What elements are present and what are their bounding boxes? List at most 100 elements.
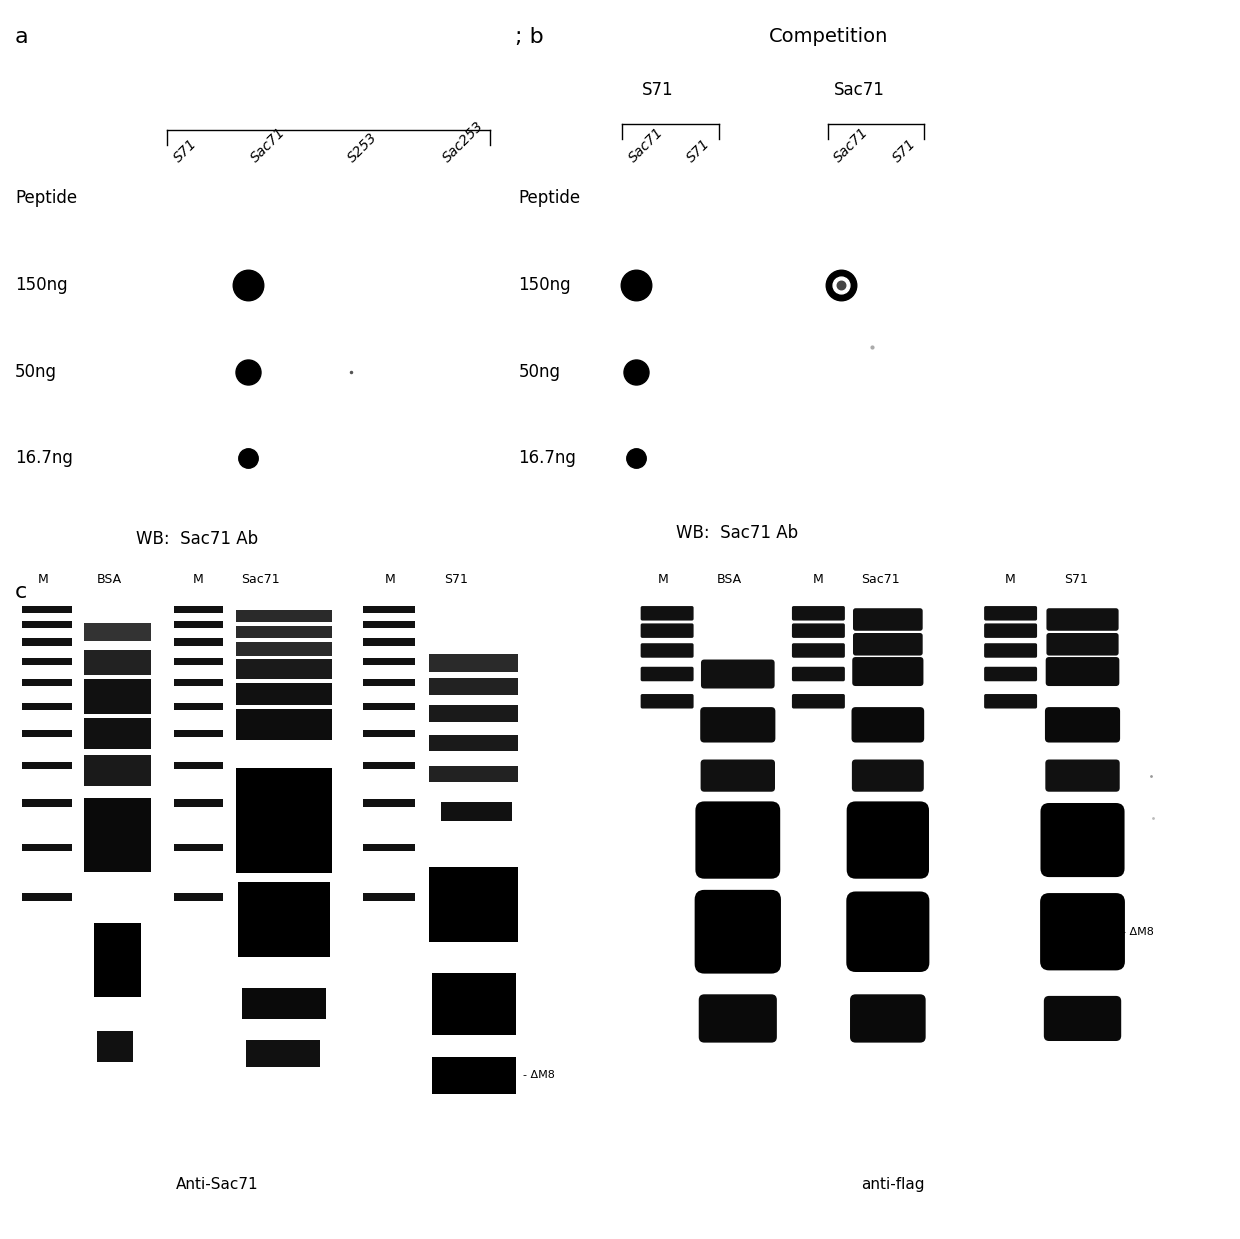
Text: S71: S71	[1064, 574, 1089, 586]
Bar	[363, 893, 415, 901]
Text: Sac71: Sac71	[241, 574, 280, 586]
Bar	[174, 638, 223, 646]
Bar	[432, 1057, 516, 1094]
Bar	[84, 650, 151, 675]
Bar	[22, 730, 72, 737]
Text: 16.7ng: 16.7ng	[518, 450, 577, 467]
Text: BSA: BSA	[97, 574, 122, 586]
Bar	[84, 679, 151, 714]
Text: Sac253: Sac253	[440, 119, 486, 165]
Text: 50ng: 50ng	[15, 363, 57, 380]
Bar	[246, 1040, 320, 1067]
Text: WB:  Sac71 Ab: WB: Sac71 Ab	[136, 530, 258, 548]
Bar	[429, 654, 518, 672]
Bar	[174, 621, 223, 628]
Text: Sac71: Sac71	[861, 574, 900, 586]
Bar	[429, 678, 518, 695]
Bar	[174, 844, 223, 851]
Bar	[238, 882, 330, 957]
FancyBboxPatch shape	[792, 623, 844, 638]
FancyBboxPatch shape	[792, 694, 844, 709]
Text: - ΔM8: - ΔM8	[523, 1070, 556, 1080]
FancyBboxPatch shape	[853, 633, 923, 655]
Text: 150ng: 150ng	[518, 276, 570, 294]
Bar	[22, 799, 72, 807]
FancyBboxPatch shape	[852, 707, 924, 742]
Bar	[174, 730, 223, 737]
FancyBboxPatch shape	[694, 890, 781, 974]
Text: Sac71: Sac71	[248, 125, 288, 165]
Bar	[429, 705, 518, 722]
Bar	[363, 606, 415, 613]
Text: Sac71: Sac71	[833, 81, 885, 99]
FancyBboxPatch shape	[985, 623, 1037, 638]
Bar	[242, 989, 326, 1018]
Text: M: M	[386, 574, 396, 586]
Bar	[22, 621, 72, 628]
Bar	[236, 683, 332, 705]
Bar	[22, 658, 72, 665]
FancyBboxPatch shape	[641, 643, 693, 658]
Bar	[363, 658, 415, 665]
FancyBboxPatch shape	[985, 643, 1037, 658]
FancyBboxPatch shape	[701, 707, 775, 742]
FancyBboxPatch shape	[641, 694, 693, 709]
Bar	[432, 973, 516, 1035]
Text: M: M	[38, 574, 48, 586]
Bar	[22, 606, 72, 613]
Text: S71: S71	[641, 81, 673, 99]
Bar	[84, 623, 151, 641]
Text: Peptide: Peptide	[15, 190, 77, 207]
Text: Sac71: Sac71	[831, 125, 870, 165]
FancyBboxPatch shape	[851, 994, 925, 1043]
Bar	[429, 735, 518, 751]
Bar	[174, 606, 223, 613]
FancyBboxPatch shape	[792, 667, 844, 681]
Bar	[84, 756, 151, 787]
FancyBboxPatch shape	[1040, 893, 1125, 970]
Text: Anti-Sac71: Anti-Sac71	[176, 1177, 258, 1192]
Text: M: M	[1006, 574, 1016, 586]
Text: WB:  Sac71 Ab: WB: Sac71 Ab	[676, 524, 797, 541]
Text: - ΔM8: - ΔM8	[1122, 927, 1154, 937]
Text: S71: S71	[171, 136, 200, 165]
Text: 50ng: 50ng	[518, 363, 560, 380]
Text: Sac71: Sac71	[626, 125, 666, 165]
Text: S71: S71	[444, 574, 469, 586]
FancyBboxPatch shape	[701, 760, 775, 792]
Bar	[236, 659, 332, 679]
Bar	[174, 658, 223, 665]
Bar	[22, 679, 72, 686]
FancyBboxPatch shape	[1044, 996, 1121, 1041]
Text: Competition: Competition	[769, 27, 888, 46]
Text: 16.7ng: 16.7ng	[15, 450, 73, 467]
Text: Peptide: Peptide	[518, 190, 580, 207]
Bar	[22, 638, 72, 646]
Bar	[363, 703, 415, 710]
Bar	[236, 767, 332, 872]
Bar	[236, 626, 332, 638]
FancyBboxPatch shape	[792, 643, 844, 658]
Text: M: M	[193, 574, 203, 586]
Bar	[84, 719, 151, 748]
Bar	[441, 803, 512, 821]
FancyBboxPatch shape	[985, 667, 1037, 681]
Text: a: a	[15, 27, 29, 47]
FancyBboxPatch shape	[696, 802, 780, 878]
FancyBboxPatch shape	[1047, 813, 1118, 838]
FancyBboxPatch shape	[1047, 633, 1118, 655]
Bar	[174, 799, 223, 807]
FancyBboxPatch shape	[852, 657, 924, 686]
Bar	[363, 844, 415, 851]
Bar	[174, 893, 223, 901]
FancyBboxPatch shape	[641, 667, 693, 681]
Bar	[429, 766, 518, 783]
Text: M: M	[813, 574, 823, 586]
FancyBboxPatch shape	[852, 810, 924, 840]
Bar	[363, 679, 415, 686]
FancyBboxPatch shape	[985, 694, 1037, 709]
Text: BSA: BSA	[717, 574, 742, 586]
Text: c: c	[15, 582, 27, 602]
Bar	[363, 621, 415, 628]
Bar	[363, 799, 415, 807]
